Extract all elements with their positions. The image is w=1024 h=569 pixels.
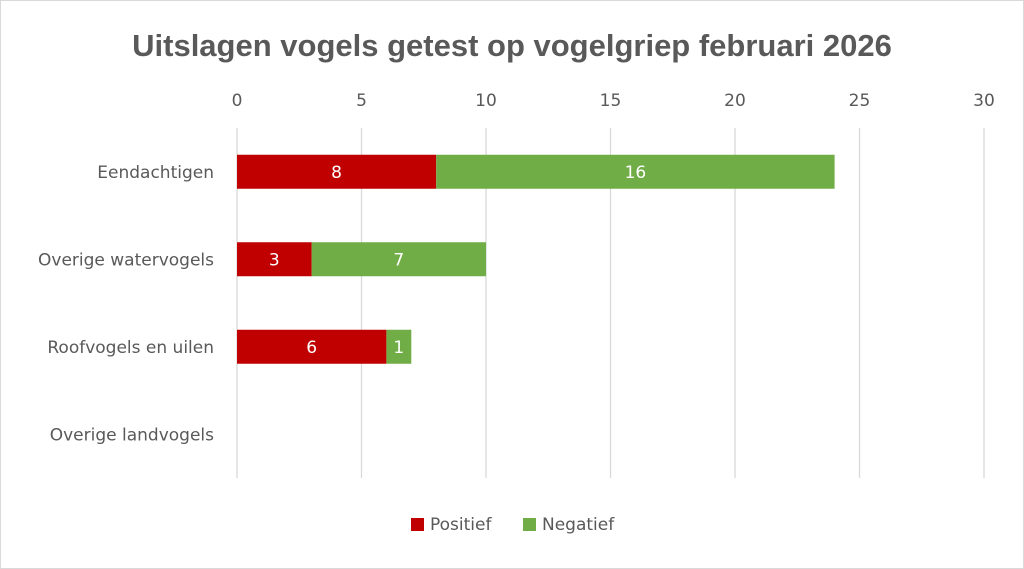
legend-label-positief: Positief xyxy=(430,515,492,535)
x-tick-labels: 0 5 10 15 20 25 30 xyxy=(232,91,995,111)
bar-negatief xyxy=(311,242,486,277)
legend-swatch-positief xyxy=(411,518,424,531)
x-tick-label: 5 xyxy=(356,91,367,111)
data-label: 16 xyxy=(625,163,647,183)
category-label: Eendachtigen xyxy=(97,163,214,183)
bar-positief xyxy=(237,154,437,189)
bar-positief xyxy=(237,242,312,277)
x-tick-label: 30 xyxy=(973,91,995,111)
x-tick-label: 0 xyxy=(232,91,243,111)
data-label: 7 xyxy=(393,250,404,270)
data-label: 8 xyxy=(331,163,342,183)
bar-positief xyxy=(237,329,387,364)
category-label: Overige watervogels xyxy=(38,250,214,270)
legend-swatch-negatief xyxy=(523,518,536,531)
bar-negatief xyxy=(386,329,412,364)
legend: Positief Negatief xyxy=(411,515,615,535)
category-labels: Eendachtigen Overige watervogels Roofvogel… xyxy=(38,163,214,446)
x-tick-label: 20 xyxy=(724,91,746,111)
data-label: 3 xyxy=(269,250,280,270)
category-label: Roofvogels en uilen xyxy=(47,338,214,358)
data-labels: 8 16 3 7 6 1 xyxy=(269,163,646,358)
legend-label-negatief: Negatief xyxy=(542,515,615,535)
bars xyxy=(237,154,835,364)
data-label: 1 xyxy=(393,338,404,358)
x-tick-label: 15 xyxy=(600,91,622,111)
x-tick-label: 10 xyxy=(475,91,497,111)
bar-negatief xyxy=(436,154,835,189)
data-label: 6 xyxy=(306,338,317,358)
chart-title: Uitslagen vogels getest op vogelgriep fe… xyxy=(132,28,892,63)
category-label: Overige landvogels xyxy=(50,425,214,445)
x-tick-label: 25 xyxy=(849,91,871,111)
